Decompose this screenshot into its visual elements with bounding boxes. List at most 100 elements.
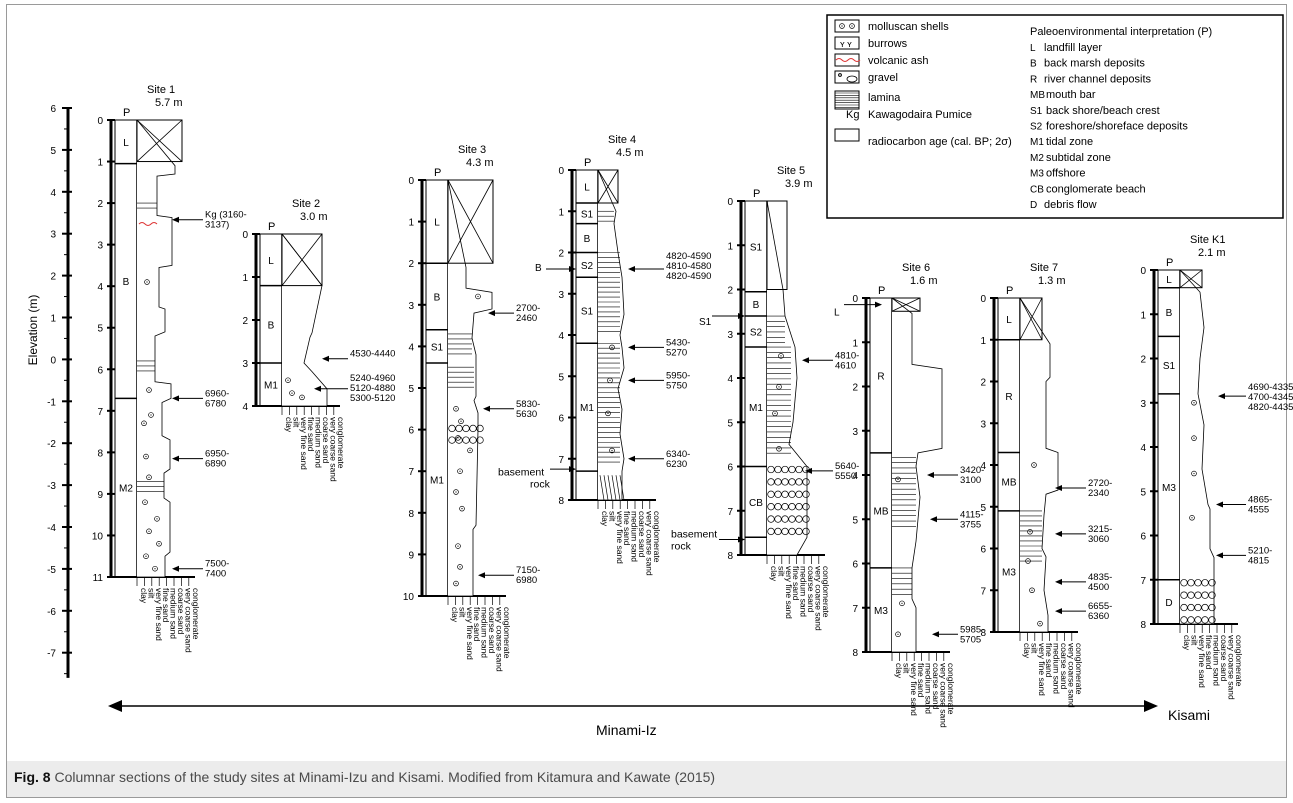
grain-profile	[891, 297, 943, 653]
shell-mark	[772, 410, 778, 417]
shell-mark	[146, 528, 152, 535]
basement-label: rock	[530, 478, 551, 490]
elevation-tick-label: -7	[47, 649, 56, 660]
depth-label: 10	[92, 531, 104, 542]
legend: molluscan shells ʏ ʏ burrows volcanic ash gr…	[826, 14, 1284, 219]
radiocarbon-age: 4810-4580	[666, 261, 711, 272]
landfill-cross	[1179, 269, 1203, 289]
shell-dot	[1191, 517, 1193, 519]
grain-size-label: very coarse sand	[183, 588, 193, 653]
gravel-clast	[767, 490, 775, 498]
depth-label: 3	[852, 427, 858, 438]
depth-label: 5	[558, 372, 564, 383]
arrow-head	[802, 357, 809, 364]
grain-size-label: coarse sand	[176, 588, 186, 635]
site-column-7: Site 71.3 mP012345678LRMBM3claysiltvery …	[980, 262, 1112, 708]
gravel-clast	[1208, 616, 1216, 624]
depth-label: 6	[97, 365, 103, 376]
radiocarbon-age: 2340	[1088, 488, 1109, 499]
grain-size-label: very fine sand	[1197, 635, 1207, 688]
legend-label: lamina	[868, 92, 901, 104]
shell-dot	[455, 408, 457, 410]
shell-mark	[609, 344, 615, 351]
range-arrow-left	[108, 700, 122, 712]
legend-interp-code: S2	[1030, 122, 1043, 133]
radiocarbon-age: 5240-4960	[350, 373, 395, 384]
p-header: P	[584, 157, 591, 169]
shell-dot	[607, 412, 609, 414]
radiocarbon-age: 5210-	[1248, 545, 1272, 556]
grain-size-label: coarse sand	[487, 607, 497, 654]
legend-interp-code: M1	[1030, 137, 1044, 148]
volcanic-ash-icon	[834, 53, 860, 67]
p-header: P	[434, 167, 441, 179]
legend-interp-label: river channel deposits	[1044, 73, 1152, 85]
radiocarbon-age: 5430-	[666, 337, 690, 348]
grain-size-label: very fine sand	[784, 566, 794, 619]
landfill-box	[447, 179, 494, 264]
depth-label: 4	[97, 282, 103, 293]
gravel-clast	[767, 515, 775, 523]
unit-code: CB	[749, 498, 763, 509]
gravel-clast	[455, 436, 463, 444]
legend-label: Kawagodaira Pumice	[868, 109, 972, 121]
grain-size-label: coarse sand	[1219, 635, 1229, 682]
shell-mark	[776, 446, 782, 452]
gravel-clast	[1194, 616, 1202, 624]
legend-interp-code: D	[1030, 200, 1037, 211]
legend-label: burrows	[868, 38, 908, 50]
figure-caption-label: Fig. 8	[14, 769, 51, 785]
grain-size-label: conglomerate	[1234, 635, 1244, 687]
radiocarbon-age: 4820-4590	[666, 271, 711, 282]
landfill-cross	[1019, 297, 1043, 340]
radiocarbon-age: 5300-5120	[350, 393, 395, 404]
radiocarbon-age: 3420-	[960, 465, 984, 476]
landfill-cross	[281, 233, 323, 286]
side-unit-label: S1	[699, 317, 712, 328]
arrow-head	[1055, 608, 1062, 615]
shell-dot	[461, 508, 463, 510]
caption-bar	[7, 761, 1286, 797]
gravel-clast	[1180, 616, 1188, 624]
basement-hatch	[619, 475, 625, 501]
shell-dot	[477, 295, 479, 298]
depth-label: 4	[727, 374, 733, 385]
radiocarbon-age: 3755	[960, 519, 981, 530]
gravel-clast	[781, 503, 789, 511]
gravel-clast	[1201, 603, 1209, 612]
depth-label: 0	[852, 294, 858, 305]
shell-mark	[839, 23, 845, 29]
depth-label: 7	[980, 586, 986, 597]
gravel-clast	[1208, 603, 1216, 612]
depth-label: 2	[97, 199, 103, 210]
radiocarbon-age: 5630	[516, 409, 537, 420]
burrows-icon	[834, 36, 860, 50]
grain-size-label: fine sand	[1044, 643, 1054, 678]
shell-mark	[156, 541, 162, 547]
p-header: P	[1006, 285, 1013, 297]
site-name: Site 4	[608, 134, 636, 146]
radiocarbon-age: 4835-	[1088, 572, 1112, 583]
radiocarbon-age: 4610	[835, 360, 856, 371]
grain-size-label: fine sand	[916, 663, 926, 698]
gravel-clast	[795, 478, 803, 486]
arrow-head	[628, 344, 635, 351]
arrow-head	[927, 472, 934, 478]
shell-mark	[1031, 462, 1037, 468]
grain-size-label: conglomerate	[652, 511, 662, 563]
unit-code: L	[1166, 275, 1172, 286]
shell-dot	[158, 543, 160, 545]
shell-mark	[607, 377, 613, 384]
shell-dot	[897, 478, 899, 481]
grain-size-label: medium sand	[1212, 635, 1222, 686]
depth-label: 7	[727, 507, 733, 518]
site-height: 4.3 m	[466, 157, 494, 169]
depth-label: 6	[558, 414, 564, 425]
gravel-clast	[774, 515, 782, 523]
gravel-clast	[781, 515, 789, 523]
elevation-tick-label: 2	[50, 272, 56, 283]
shell-mark	[1191, 435, 1197, 441]
radiocarbon-age: 3060	[1088, 534, 1109, 545]
shell-mark	[1027, 529, 1033, 535]
landfill-cross	[891, 297, 921, 312]
